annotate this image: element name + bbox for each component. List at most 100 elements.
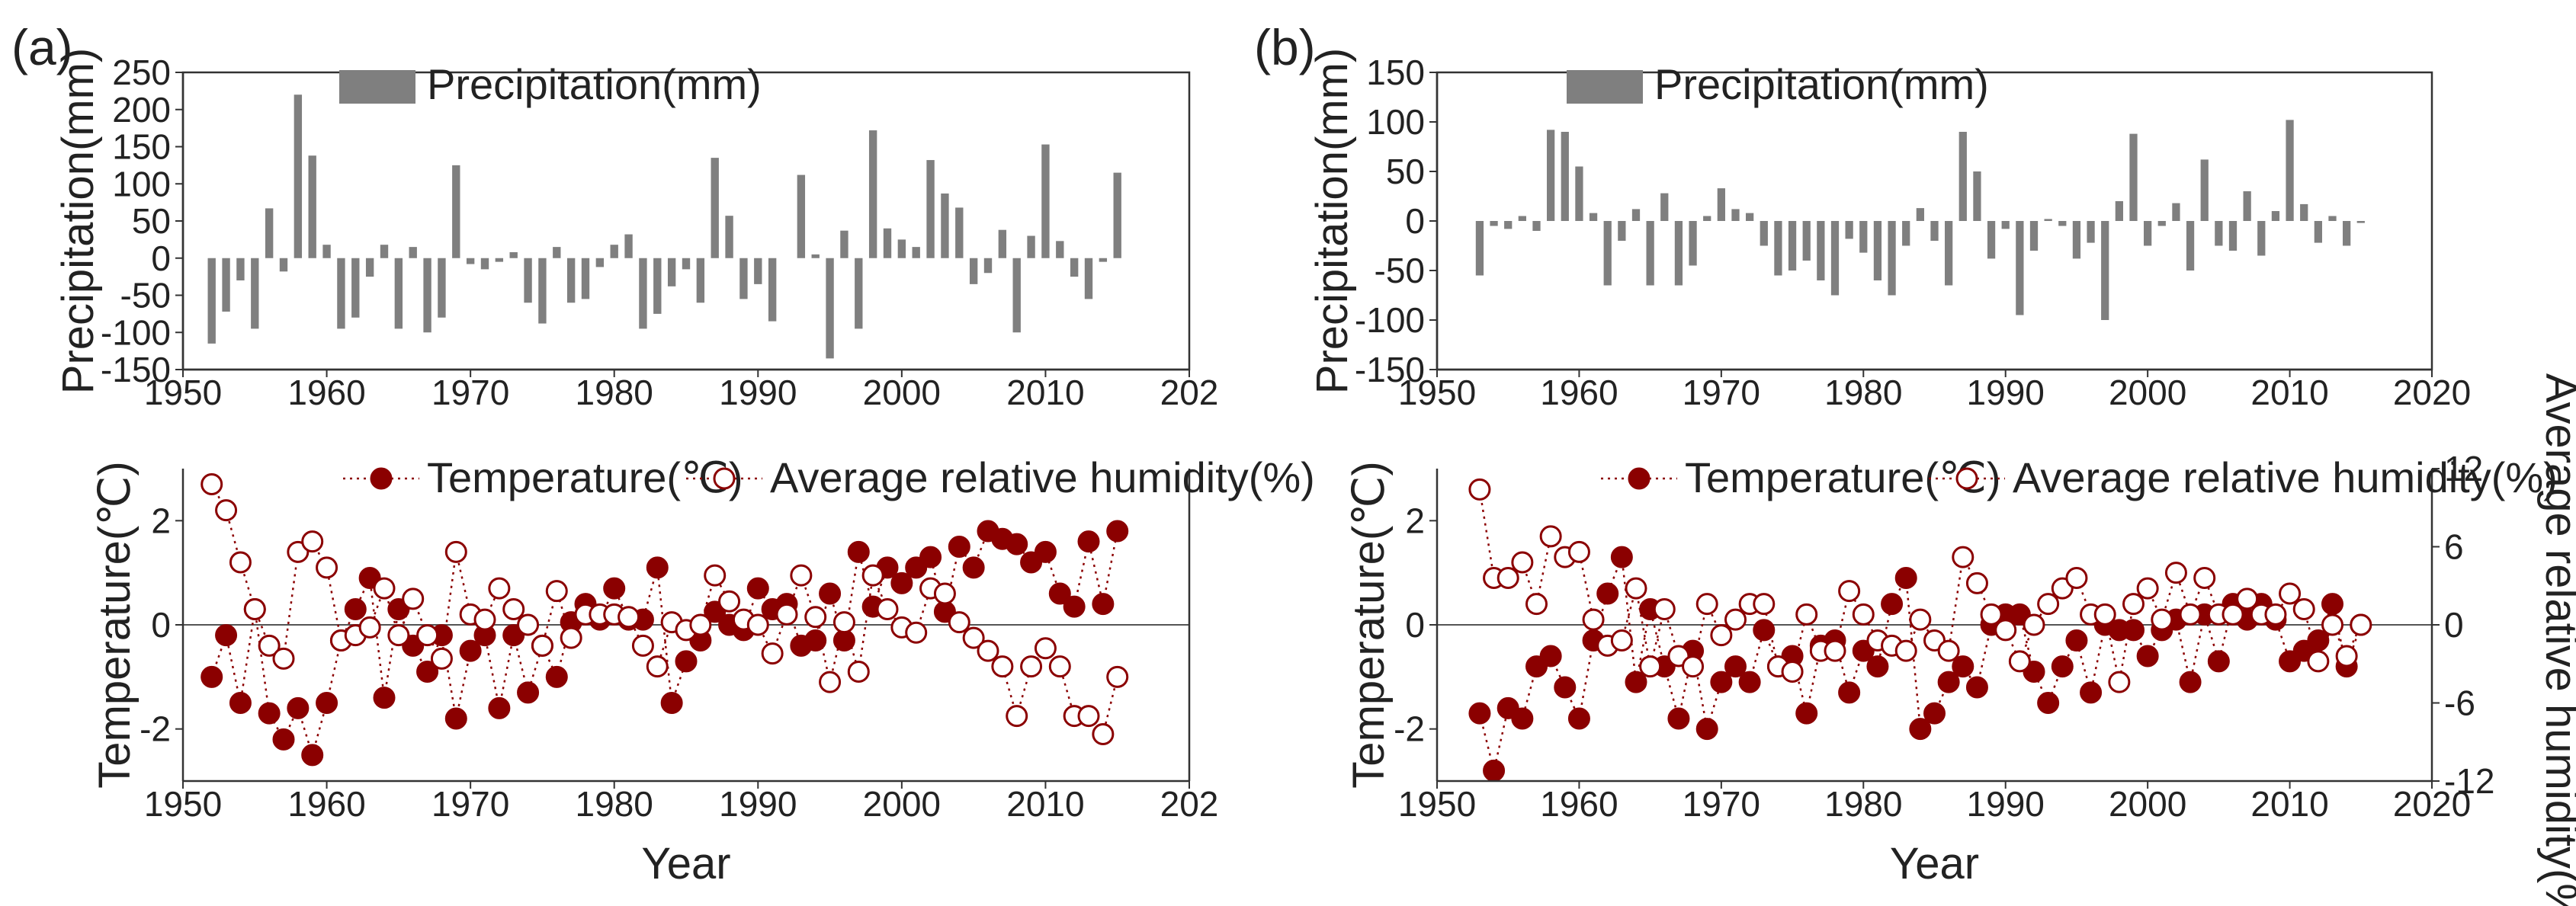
a-temp-humidity-point	[704, 564, 727, 587]
a-precip-left-y-tick-label: 200	[112, 90, 171, 130]
a-temp-temperature-point	[819, 582, 842, 605]
a-temp-humidity-point	[473, 608, 496, 631]
a-temp-humidity-point	[977, 639, 999, 662]
b-precip-bar	[1817, 221, 1825, 280]
a-precip-bar	[840, 230, 849, 258]
b-precip-bar	[1646, 221, 1654, 286]
a-precip-y-axis-title: Precipitation(mm)	[53, 48, 103, 394]
a-temp-humidity-point	[1006, 705, 1028, 728]
a-temp-humidity-point	[689, 613, 712, 636]
a-precip-bar	[955, 207, 964, 258]
a-temp-humidity-point	[1048, 655, 1071, 678]
b-temp-humidity-point	[1909, 608, 1932, 631]
b-precip-bar	[1930, 221, 1939, 241]
b-precip-bar	[1689, 221, 1697, 266]
a-temp-temperature-point	[890, 571, 913, 594]
a-precip-bar	[624, 234, 633, 258]
panel-a-precipitation-chart: 1950 1960 1970 1980 1990 2000 2010 202-150-100-…	[11, 19, 1218, 412]
a-precip-plot-frame	[181, 71, 1191, 371]
a-precip-left-y-tick-label: 100	[112, 164, 171, 203]
b-temp-right-y-tick-label: -6	[2444, 684, 2475, 723]
b-precip-bar	[1958, 132, 1967, 221]
b-temp-humidity-point	[1582, 608, 1605, 631]
b-precip-bar	[1532, 221, 1541, 231]
a-temp-humidity-point	[991, 655, 1014, 678]
b-temp-temperature-point	[1738, 671, 1761, 693]
b-temp-temperature-point	[1894, 567, 1917, 589]
b-temp-humidity-point	[2023, 613, 2045, 636]
b-temp-humidity-point	[2193, 567, 2216, 589]
a-temp-left-y-tick-label: 0	[151, 605, 171, 645]
b-temp-temperature-point	[2037, 692, 2060, 714]
b-temp-temperature-point	[1710, 671, 1733, 693]
b-temp-humidity-point	[1511, 551, 1534, 574]
a-temp-humidity-point	[531, 634, 553, 657]
a-precip-bar	[438, 258, 446, 318]
a-precip-bar	[739, 258, 748, 299]
b-temp-humidity-point	[1824, 639, 1846, 662]
a-precip-left-y-tick-label: -100	[101, 312, 171, 352]
a-temp-humidity-point	[560, 626, 582, 649]
b-precip-bar	[1760, 221, 1768, 246]
a-precip-bar	[207, 258, 216, 344]
a-temp-humidity-point	[861, 564, 884, 587]
b-precip-bar	[1802, 221, 1811, 261]
b-precip-bar	[1490, 221, 1498, 226]
b-temp-humidity-point	[1525, 593, 1548, 616]
a-precip-bar	[868, 130, 877, 258]
a-precip-bar	[566, 258, 576, 303]
b-precip-bar	[2058, 221, 2067, 226]
b-precip-bar	[1788, 221, 1797, 271]
a-precip-bar	[495, 258, 504, 262]
b-temp-temperature-point	[2136, 645, 2159, 667]
a-temp-x-tick-label: 1980	[576, 784, 653, 824]
a-precip-left-y-tick-label: -50	[120, 276, 171, 315]
b-precip-y-axis-title: Precipitation(mm)	[1307, 48, 1357, 394]
a-temp-x-tick-label: 2010	[1006, 784, 1084, 824]
a-temp-humidity-point	[1092, 723, 1115, 745]
a-temp-temperature-point	[948, 536, 970, 558]
b-precip-left-y-tick-label: 0	[1405, 201, 1425, 241]
a-precip-bar	[969, 258, 978, 284]
a-precip-x-tick-label: 1970	[431, 373, 509, 412]
b-precip-left-y-tick-label: 100	[1366, 102, 1425, 142]
a-temp-temperature-point	[488, 696, 511, 719]
b-precip-bar	[2243, 191, 2251, 221]
b-precip-bar	[1888, 221, 1896, 296]
a-precip-bar	[409, 247, 417, 258]
b-temp-humidity-point	[1795, 603, 1818, 626]
a-precip-left-y-tick-label: 250	[112, 53, 171, 92]
b-precip-x-tick-label: 1980	[1824, 373, 1902, 412]
a-temp-temperature-point	[962, 556, 985, 579]
a-precip-bar	[365, 258, 374, 277]
b-temp-humidity-point	[1639, 655, 1662, 678]
a-precip-bar	[466, 258, 475, 264]
b-temp-humidity-point	[1838, 580, 1861, 603]
b-precip-x-tick-label: 2000	[2109, 373, 2186, 412]
b-temp-x-tick-label: 1980	[1824, 784, 1902, 824]
b-temp-legend-humidity-label: Average relative humidity(%)	[2013, 453, 2558, 501]
b-precip-left-y-tick-label: 150	[1366, 53, 1425, 92]
b-temp-humidity-point	[2335, 645, 2358, 667]
a-precip-bar	[926, 160, 935, 258]
a-temp-temperature-point	[603, 577, 626, 600]
b-temp-temperature-point	[1937, 671, 1960, 693]
a-temp-temperature-point	[832, 629, 855, 651]
b-precip-bar	[2215, 221, 2223, 246]
a-temp-temperature-point	[517, 681, 540, 704]
b-temp-x-tick-label: 2000	[2109, 784, 2186, 824]
a-precip-panel-label: (a)	[11, 19, 73, 75]
b-precip-bar	[1873, 221, 1882, 280]
b-temp-temperature-point	[1567, 707, 1590, 730]
a-precip-bar	[811, 254, 820, 258]
b-temp-humidity-point	[2122, 593, 2145, 616]
a-precip-bar	[725, 216, 733, 258]
b-precip-bar	[1575, 166, 1583, 221]
b-temp-temperature-point	[2207, 650, 2230, 673]
b-temp-temperature-point	[2307, 629, 2330, 651]
b-temp-x-tick-label: 1960	[1540, 784, 1618, 824]
a-temp-y-axis-title: Temperature(℃)	[90, 461, 140, 788]
a-precip-x-tick-label: 2010	[1006, 373, 1084, 412]
a-temp-x-tick-label: 202	[1160, 784, 1219, 824]
b-precip-bar	[1916, 208, 1924, 221]
